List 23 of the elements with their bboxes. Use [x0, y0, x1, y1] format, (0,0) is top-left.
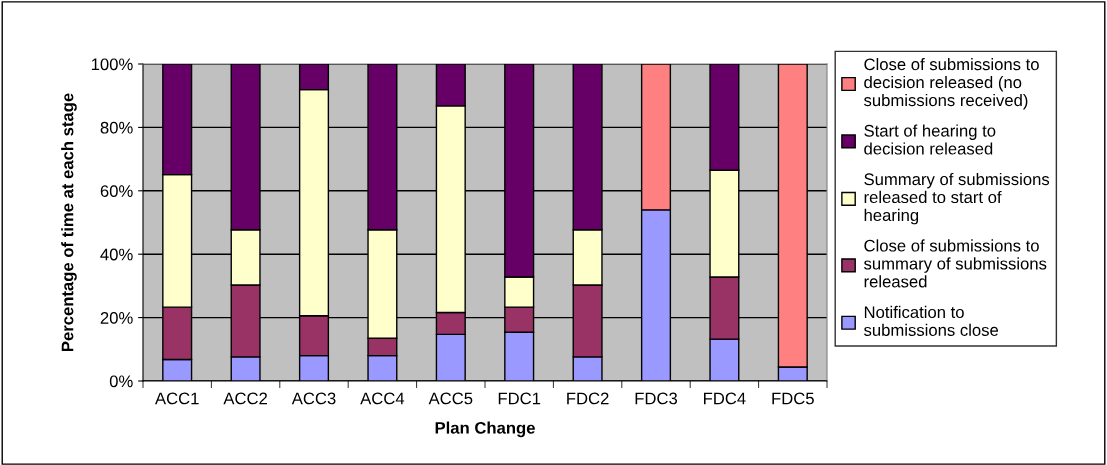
y-axis-title: Percentage of time at each stage	[61, 93, 77, 352]
x-tick-label: ACC2	[223, 392, 267, 405]
x-tick-label: FDC2	[567, 392, 609, 405]
y-tick-label: 0%	[109, 375, 133, 388]
y-tick-label: 80%	[100, 121, 133, 134]
y-tick-label: 40%	[100, 248, 133, 261]
x-tick-label: FDC4	[704, 392, 746, 405]
legend-label: Close of submissions to decision released (no submissions received)	[864, 57, 1039, 110]
legend-label: Notification to submissions close	[864, 305, 999, 336]
x-tick-label: ACC4	[360, 392, 405, 405]
x-tick-label: FDC3	[635, 392, 678, 405]
y-tick-label: 100%	[91, 58, 133, 71]
x-tick-label: ACC5	[428, 392, 473, 405]
y-tick-label: 60%	[100, 185, 133, 197]
x-tick-label: FDC1	[498, 392, 541, 405]
x-tick-label: ACC1	[155, 392, 199, 405]
y-tick-label: 20%	[100, 312, 133, 324]
legend-label: Close of submissions to summary of submissions released	[864, 239, 1047, 288]
legend-label: Summary of submissions released to start of hearing	[864, 172, 1050, 225]
x-tick-label: ACC3	[291, 392, 336, 405]
legend-label: Start of hearing to decision released	[864, 124, 996, 155]
x-axis-title: Plan Change	[435, 421, 535, 438]
x-tick-label: FDC5	[772, 392, 814, 405]
